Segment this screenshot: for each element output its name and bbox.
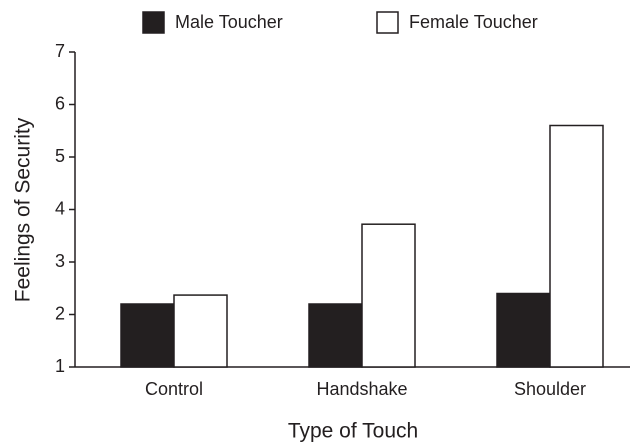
bar xyxy=(120,303,175,368)
x-tick-label: Handshake xyxy=(316,379,407,399)
x-tick-label: Shoulder xyxy=(514,379,586,399)
y-tick-label: 6 xyxy=(55,93,65,113)
y-tick-label: 7 xyxy=(55,41,65,61)
bar xyxy=(496,292,551,368)
bar xyxy=(361,223,416,368)
y-tick-label: 2 xyxy=(55,303,65,323)
x-axis-title: Type of Touch xyxy=(288,420,418,443)
bar xyxy=(549,124,604,368)
y-tick-label: 4 xyxy=(55,198,65,218)
y-axis-title: Feelings of Security xyxy=(12,117,35,302)
legend-swatch xyxy=(376,11,399,34)
y-tick-label: 3 xyxy=(55,251,65,271)
bar xyxy=(308,303,363,368)
x-tick-label: Control xyxy=(145,379,203,399)
legend-label: Female Toucher xyxy=(409,12,538,32)
y-tick-label: 1 xyxy=(55,356,65,376)
y-tick-label: 5 xyxy=(55,146,65,166)
bar xyxy=(173,294,228,368)
legend-label: Male Toucher xyxy=(175,12,283,32)
legend-swatch xyxy=(142,11,165,34)
